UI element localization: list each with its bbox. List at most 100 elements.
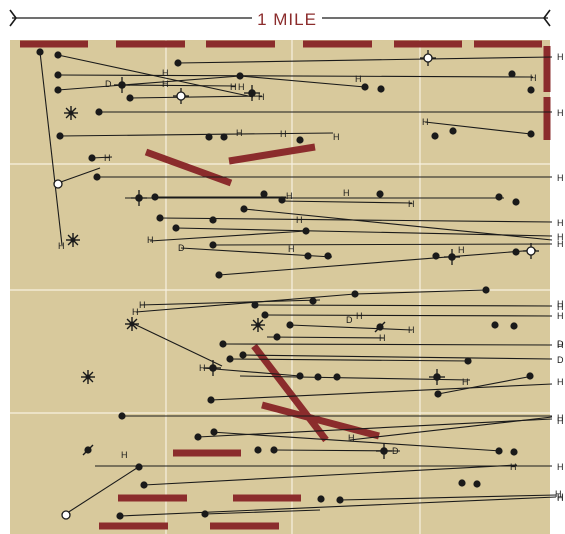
scale-bar: 1 MILE [9, 9, 551, 29]
map-area [10, 40, 550, 534]
well-dot [85, 374, 91, 380]
well-dot [209, 241, 217, 249]
well-dot [510, 322, 518, 330]
end-label: H [333, 132, 340, 142]
end-label: H [280, 129, 287, 139]
end-label: H [510, 462, 517, 472]
well-dot [151, 193, 159, 201]
well-dot [296, 136, 304, 144]
open-circle [423, 53, 433, 63]
well-path [339, 494, 557, 501]
well-path [139, 299, 321, 306]
plugged-well-symbol [374, 321, 386, 333]
end-label: H [557, 239, 564, 249]
end-label: H [379, 333, 386, 343]
well-dot [255, 322, 261, 328]
end-label: H [557, 377, 564, 387]
well-dot [491, 321, 499, 329]
well-dot [209, 216, 217, 224]
well-dot [201, 510, 209, 518]
well-dot [207, 396, 215, 404]
abandoned-well-symbol [64, 106, 78, 120]
slash [82, 444, 94, 456]
well-dot [219, 340, 227, 348]
end-label: D [105, 79, 112, 89]
end-label: H [236, 128, 243, 138]
end-label: H [296, 215, 303, 225]
abandoned-well-symbol [125, 317, 139, 331]
well-dot [324, 252, 332, 260]
end-label: H [408, 199, 415, 209]
end-label: H [348, 433, 355, 443]
well-dot [495, 193, 503, 201]
well-dot [140, 481, 148, 489]
end-label: H [162, 68, 169, 78]
scale-bar-left-cap [9, 9, 17, 27]
well-dot [377, 85, 385, 93]
well-path [266, 336, 385, 339]
well-dot [135, 463, 143, 471]
well-dot [309, 297, 317, 305]
well-dot [88, 154, 96, 162]
gas-well-symbol [420, 50, 436, 66]
well-dot [240, 205, 248, 213]
well-dot [314, 373, 322, 381]
end-label: H [557, 311, 564, 321]
well-dot [70, 237, 76, 243]
well-dot [251, 301, 259, 309]
well-path [229, 358, 471, 362]
oil-well-symbol [244, 85, 260, 101]
well-paths [39, 51, 557, 517]
end-label: H [462, 377, 469, 387]
well-dot [336, 496, 344, 504]
well-dot [273, 333, 281, 341]
end-label: H [557, 299, 564, 309]
end-label: H [356, 311, 363, 321]
end-label: H [557, 52, 564, 62]
well-dot [449, 127, 457, 135]
well-path [135, 293, 356, 313]
slash [374, 321, 386, 333]
end-label: H [343, 188, 350, 198]
end-label: H [162, 79, 169, 89]
well-path [143, 464, 518, 486]
oil-well-symbol [376, 443, 392, 459]
well-path [437, 375, 534, 395]
well-dot [333, 373, 341, 381]
well-dot [495, 447, 503, 455]
well-dot [254, 446, 262, 454]
lease-bar [261, 401, 380, 440]
well-dot [512, 248, 520, 256]
oil-well-symbol [444, 249, 460, 265]
well-path [119, 496, 557, 517]
oil-well-symbol [429, 369, 445, 385]
well-path [133, 323, 223, 367]
end-label: H [199, 363, 206, 373]
scale-bar-label: 1 MILE [257, 10, 317, 29]
end-label: H [458, 245, 465, 255]
end-label: H [530, 73, 537, 83]
well-dot [116, 512, 124, 520]
lease-bar [228, 143, 316, 165]
end-label: H [557, 173, 564, 183]
well-path [177, 56, 553, 64]
well-dot [296, 372, 304, 380]
scale-bar-right-cap [543, 9, 551, 27]
well-dot [317, 495, 325, 503]
well-path [202, 367, 301, 377]
well-dot [278, 196, 286, 204]
end-label: D [392, 446, 399, 456]
well-dot [95, 108, 103, 116]
well-dot [260, 190, 268, 198]
well-path [57, 167, 101, 184]
well-dot [68, 110, 74, 116]
well-dot [464, 357, 472, 365]
end-label: H [58, 241, 65, 251]
well-dot [434, 390, 442, 398]
end-label: D [346, 315, 353, 325]
end-label: H [408, 325, 415, 335]
end-label: H [104, 153, 111, 163]
end-label: H [238, 82, 245, 92]
well-dot [261, 311, 269, 319]
